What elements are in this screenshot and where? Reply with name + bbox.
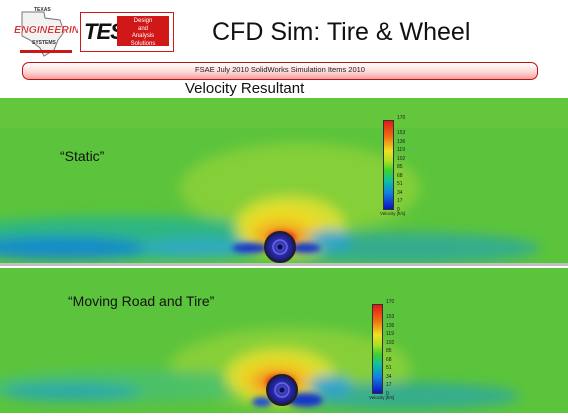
texas-engineering-systems-logo: TEXAS ENGINEERING SYSTEMS (14, 6, 88, 62)
logo-line1: TEXAS (34, 7, 51, 13)
legend-tick: 102 (397, 155, 406, 162)
section-subtitle: Velocity Resultant (185, 80, 305, 97)
legend-tick: 34 (386, 373, 392, 380)
legend-colorbar (383, 120, 394, 210)
legend-tick: 51 (386, 365, 392, 371)
tes-tagline: Design and Analysis Solutions (117, 16, 169, 47)
legend-tick: 119 (386, 331, 394, 337)
logo-line3: SYSTEMS (32, 40, 57, 46)
legend-unit: Velocity [ft/s] (380, 211, 406, 216)
legend-tick: 68 (386, 356, 392, 363)
legend-tick: 85 (386, 348, 392, 354)
legend-tick: 153 (397, 130, 406, 136)
legend-tick: 17 (386, 382, 392, 388)
legend-tick: 136 (386, 322, 395, 329)
moving-road-simulation-panel: “Moving Road and Tire” 170 153 136 119 1… (0, 268, 568, 418)
texas-map-icon: TEXAS ENGINEERING SYSTEMS (14, 7, 88, 57)
legend-unit: Velocity [ft/s] (369, 395, 395, 400)
legend-tick: 0 (386, 390, 389, 397)
info-banner: FSAE July 2010 SolidWorks Simulation Ite… (22, 62, 538, 80)
legend-tick: 51 (397, 181, 403, 187)
moving-road-label: “Moving Road and Tire” (68, 293, 215, 309)
static-simulation-panel: “Static” 170 153 136 119 102 85 68 51 34… (0, 98, 568, 266)
legend-tick: 17 (397, 198, 403, 204)
legend-max: 170 (386, 299, 395, 305)
legend-tick: 0 (397, 206, 400, 213)
legend-tick: 34 (397, 189, 403, 196)
legend-tick: 136 (397, 138, 406, 145)
banner-text: FSAE July 2010 SolidWorks Simulation Ite… (195, 65, 365, 74)
legend-tick: 153 (386, 314, 395, 320)
velocity-field-plot (0, 98, 568, 266)
legend-tick: 102 (386, 339, 395, 346)
velocity-field-plot (0, 268, 568, 418)
slide-title: CFD Sim: Tire & Wheel (212, 18, 471, 46)
legend-max: 170 (397, 115, 406, 121)
legend-tick: 119 (397, 147, 405, 153)
legend-tick: 85 (397, 164, 403, 170)
tes-logo: TES Design and Analysis Solutions (80, 12, 174, 52)
legend-colorbar (372, 304, 383, 394)
logo-line2: ENGINEERING (14, 24, 78, 36)
legend-tick: 68 (397, 172, 403, 179)
static-label: “Static” (60, 148, 105, 164)
